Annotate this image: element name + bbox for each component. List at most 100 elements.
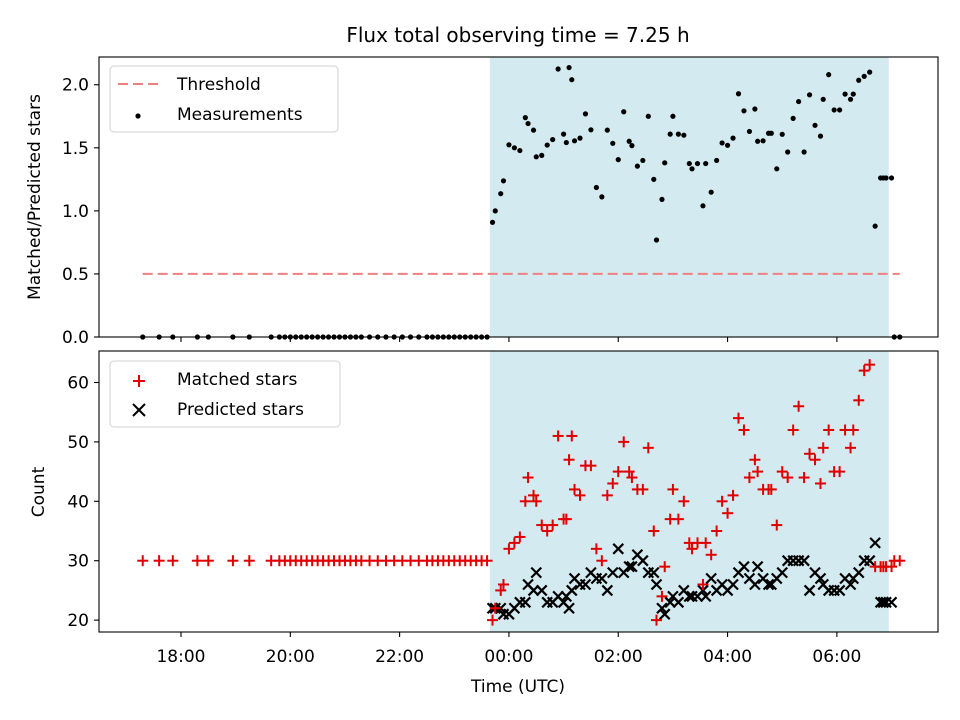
measurement-point xyxy=(681,132,687,138)
predicted-star-point xyxy=(535,584,548,597)
predicted-star-point-b xyxy=(626,560,638,573)
measurement-point xyxy=(820,96,826,102)
matched-star-point xyxy=(823,424,835,436)
predicted-star-point xyxy=(626,560,638,573)
matched-star-point xyxy=(834,466,846,478)
bottom-y-tick-label: 30 xyxy=(67,552,89,572)
predicted-star-point-b xyxy=(568,572,581,585)
predicted-star-point-b xyxy=(697,584,709,597)
predicted-star-point-b xyxy=(623,560,635,573)
matched-star-point xyxy=(659,561,671,573)
measurement-point xyxy=(796,98,802,105)
matched-star-point xyxy=(536,519,548,531)
predicted-star-point-b xyxy=(530,566,543,579)
matched-star-point xyxy=(191,555,203,567)
measurement-point xyxy=(566,64,572,71)
top-y-tick-label: 1.0 xyxy=(62,202,89,222)
top-y-tick-label: 1.5 xyxy=(62,139,89,159)
matched-star-point xyxy=(596,555,608,567)
matched-star-point xyxy=(541,525,553,537)
measurement-point xyxy=(582,111,589,117)
measurement-point xyxy=(689,166,695,172)
top-y-tick-label: 0.0 xyxy=(62,328,89,348)
measurement-point xyxy=(714,157,720,164)
predicted-star-point xyxy=(672,596,685,609)
predicted-star-point-b xyxy=(631,548,644,561)
predicted-star-point-b xyxy=(566,584,578,597)
matched-star-point xyxy=(514,531,526,543)
predicted-star-point-b xyxy=(817,578,829,591)
measurement-point xyxy=(856,77,862,83)
measurement-point xyxy=(645,113,651,119)
predicted-star-point xyxy=(869,537,881,549)
predicted-legend-swatch xyxy=(132,403,146,417)
matched-star-point xyxy=(656,590,668,602)
predicted-star-point xyxy=(852,566,865,579)
measurement-point xyxy=(847,96,854,102)
predicted-star-point-b xyxy=(535,584,548,597)
measurement-point xyxy=(533,154,539,160)
predicted-star-point xyxy=(798,554,810,567)
measurement-point xyxy=(634,163,640,169)
predicted-star-point-b xyxy=(738,560,750,573)
measurement-point xyxy=(653,237,660,243)
predicted-star-point xyxy=(738,560,750,573)
measurement-point xyxy=(506,142,512,148)
matched-star-point xyxy=(566,430,578,442)
predicted-star-point xyxy=(596,572,608,585)
measurement-point xyxy=(588,127,594,133)
measurement-point xyxy=(569,77,575,83)
measurement-point xyxy=(812,122,818,128)
top-panel: 0.00.51.01.52.0 Matched/Predicted stars … xyxy=(25,56,939,348)
predicted-star-point-b xyxy=(672,596,685,609)
matched-star-point xyxy=(814,477,826,489)
measurement-point xyxy=(817,133,824,139)
measurement-point xyxy=(530,127,537,133)
measurement-point xyxy=(615,157,621,163)
matched-star-point xyxy=(601,489,613,501)
x-tick-label: 06:00 xyxy=(812,647,861,667)
measurement-point xyxy=(555,66,561,72)
predicted-star-point-b xyxy=(612,543,625,555)
chart-title: Flux total observing time = 7.25 h xyxy=(346,23,689,47)
measurement-point xyxy=(700,203,706,209)
predicted-star-point xyxy=(530,566,543,579)
matched-star-point xyxy=(637,483,649,495)
measurement-point xyxy=(670,113,676,119)
predicted-star-point xyxy=(637,554,649,567)
measurement-point xyxy=(500,178,507,184)
matched-star-point xyxy=(686,543,698,555)
measurement-point xyxy=(760,138,766,144)
matched-star-point xyxy=(858,365,870,377)
matched-star-point xyxy=(522,472,534,484)
measurement-point xyxy=(730,135,736,141)
predicted-star-point-b xyxy=(596,572,608,585)
bottom-legend-box xyxy=(109,360,341,428)
matched-star-point xyxy=(864,359,876,371)
matched-star-point xyxy=(243,555,255,567)
matched-star-point xyxy=(202,555,214,567)
measurements-legend-swatch xyxy=(135,113,141,119)
measurement-point xyxy=(662,160,668,166)
matched-star-point xyxy=(497,578,509,590)
matched-star-point xyxy=(495,584,507,596)
matched-star-point xyxy=(711,525,723,537)
predicted-star-point-b xyxy=(798,554,810,567)
matched-star-point xyxy=(590,543,602,555)
predicted-star-point-b xyxy=(809,566,821,579)
measurement-point xyxy=(675,131,681,137)
predicted-star-point-b xyxy=(667,590,679,603)
predicted-star-point xyxy=(863,554,876,567)
measurement-point xyxy=(544,142,550,148)
predicted-star-point-b xyxy=(803,584,816,597)
top-axes-frame xyxy=(98,56,939,338)
matched-star-point xyxy=(153,555,165,567)
matched-star-point xyxy=(528,489,540,501)
predicted-star-point-b xyxy=(601,584,614,597)
predicted-star-point xyxy=(776,566,789,579)
matched-star-point xyxy=(738,424,750,436)
predicted-star-point-b xyxy=(844,578,857,591)
x-tick-label: 00:00 xyxy=(484,647,533,667)
measurement-point xyxy=(522,115,528,121)
bottom-x-ticks: 18:00 20:00 22:00 00:00 02:00 04:00 06:00 xyxy=(156,632,861,667)
